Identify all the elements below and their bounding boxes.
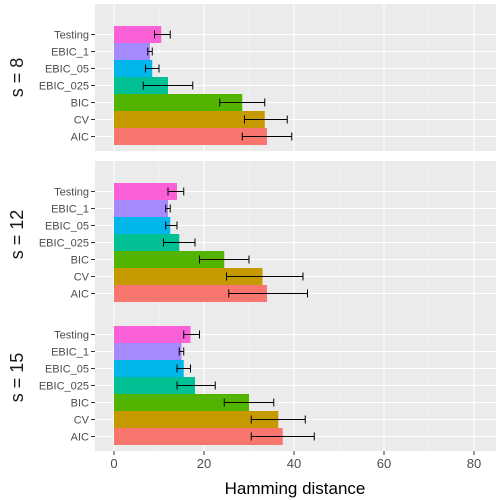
y-tick-label: Testing: [54, 330, 89, 342]
error-bar-ebic-025: [176, 381, 216, 390]
error-bar-bic: [219, 98, 266, 107]
error-bar-aic: [250, 432, 315, 441]
error-bar-ebic-025: [142, 81, 194, 90]
facet-strip-label: s = 8: [7, 58, 27, 98]
error-bar-ebic-025: [163, 238, 196, 247]
bar-testing: [114, 326, 191, 343]
bar-ebic-05: [114, 217, 171, 234]
bar-ebic-05: [114, 360, 184, 377]
error-bar-ebic-05: [145, 64, 160, 73]
y-tick-label: EBIC_1: [51, 347, 89, 359]
x-tick-label: 0: [110, 456, 117, 471]
error-bar-bic: [223, 398, 275, 407]
bar-cv: [114, 411, 279, 428]
x-tick-label: 20: [197, 456, 211, 471]
y-tick-label: CV: [74, 415, 90, 427]
error-bar-ebic-1: [147, 47, 153, 56]
y-tick-label: BIC: [71, 398, 89, 410]
facet-panel-s-12: AIC CV BIC EBIC_025 EBIC_05 EBIC_1 Testing s = …: [7, 161, 496, 308]
y-tick-label: AIC: [71, 432, 89, 444]
y-tick-label: EBIC_025: [39, 81, 89, 93]
x-axis: 0 20 40 60 80: [110, 451, 481, 471]
bar-cv: [114, 268, 263, 285]
bar-testing: [114, 26, 162, 43]
error-bar-ebic-1: [165, 204, 171, 213]
error-bar-cv: [250, 415, 306, 424]
bar-aic: [114, 428, 283, 445]
bar-bic: [114, 94, 243, 111]
bar-ebic-025: [114, 77, 168, 94]
facet-strip-label: s = 12: [7, 210, 27, 260]
bar-aic: [114, 128, 267, 145]
bar-ebic-1: [114, 343, 182, 360]
facet-panel-s-15: AIC CV BIC EBIC_025 EBIC_05 EBIC_1 Testing s = …: [7, 304, 496, 451]
y-tick-label: EBIC_025: [39, 381, 89, 393]
y-tick-label: CV: [74, 272, 90, 284]
bar-cv: [114, 111, 265, 128]
error-bar-ebic-05: [165, 221, 178, 230]
bar-ebic-025: [114, 234, 180, 251]
error-bar-aic: [228, 289, 308, 298]
y-tick-label: EBIC_1: [51, 47, 89, 59]
y-tick-label: AIC: [71, 289, 89, 301]
error-bar-ebic-1: [178, 347, 185, 356]
y-tick-label: Testing: [54, 30, 89, 42]
y-tick-label: AIC: [71, 132, 89, 144]
bar-ebic-025: [114, 377, 195, 394]
y-tick-label: BIC: [71, 98, 89, 110]
y-tick-label: BIC: [71, 255, 89, 267]
facet-panels: AIC CV BIC EBIC_025 EBIC_05 EBIC_1 Testing s = …: [7, 4, 496, 451]
error-bar-cv: [226, 272, 304, 281]
bar-bic: [114, 251, 225, 268]
bar-ebic-1: [114, 200, 168, 217]
error-bar-testing: [183, 330, 200, 339]
error-bar-cv: [244, 115, 288, 124]
facet-strip-label: s = 15: [7, 353, 27, 403]
error-bar-testing: [154, 30, 171, 39]
y-tick-label: EBIC_05: [45, 221, 89, 233]
bar-aic: [114, 285, 267, 302]
error-bar-bic: [199, 255, 250, 264]
error-bar-aic: [241, 132, 293, 141]
y-tick-label: EBIC_025: [39, 238, 89, 250]
x-axis-title: Hamming distance: [225, 479, 366, 498]
bar-ebic-1: [114, 43, 150, 60]
error-bar-testing: [167, 187, 185, 196]
facet-panel-s-8: AIC CV BIC EBIC_025 EBIC_05 EBIC_1 Testing s = …: [7, 4, 496, 151]
bar-testing: [114, 183, 177, 200]
x-tick-label: 40: [287, 456, 301, 471]
error-bar-ebic-05: [176, 364, 191, 373]
y-tick-label: EBIC_1: [51, 204, 89, 216]
y-tick-label: EBIC_05: [45, 64, 89, 76]
x-tick-label: 80: [467, 456, 481, 471]
x-tick-label: 60: [377, 456, 391, 471]
y-tick-label: EBIC_05: [45, 364, 89, 376]
y-tick-label: CV: [74, 115, 90, 127]
bar-bic: [114, 394, 249, 411]
bar-ebic-05: [114, 60, 153, 77]
y-tick-label: Testing: [54, 187, 89, 199]
